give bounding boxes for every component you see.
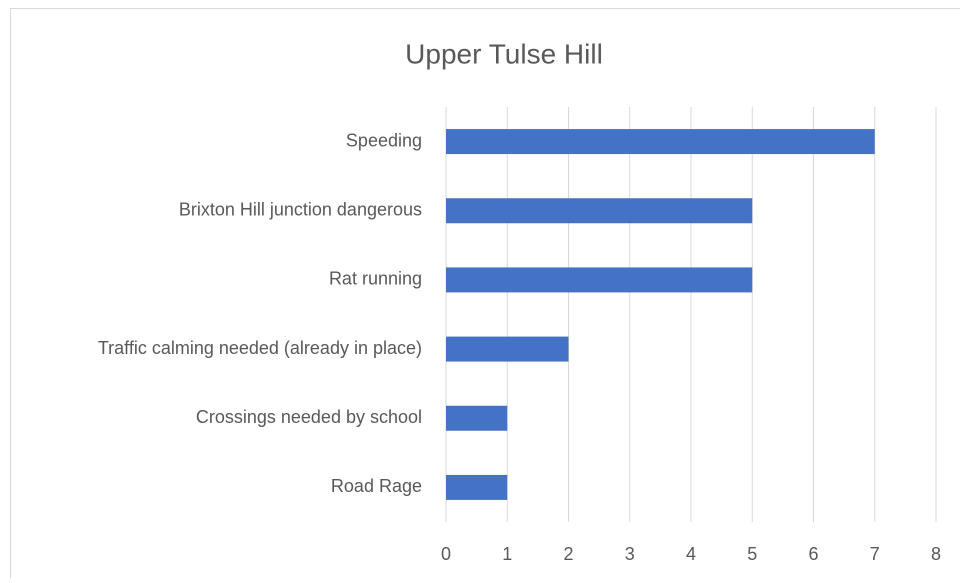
y-tick-label: Brixton Hill junction dangerous: [179, 200, 422, 220]
bar: [446, 129, 875, 154]
bar: [446, 475, 507, 500]
y-tick-label: Traffic calming needed (already in place…: [98, 338, 422, 358]
y-tick-label: Speeding: [346, 130, 422, 150]
x-tick-label: 0: [441, 544, 451, 564]
bar: [446, 337, 569, 362]
x-tick-label: 3: [625, 544, 635, 564]
x-tick-label: 7: [870, 544, 880, 564]
y-tick-label: Crossings needed by school: [196, 407, 422, 427]
chart-title: Upper Tulse Hill: [405, 38, 603, 69]
x-tick-label: 6: [808, 544, 818, 564]
bar: [446, 198, 752, 223]
y-tick-label: Rat running: [329, 269, 422, 289]
x-tick-label: 5: [747, 544, 757, 564]
bar: [446, 267, 752, 292]
x-tick-label: 4: [686, 544, 696, 564]
x-tick-label: 8: [931, 544, 941, 564]
x-tick-label: 2: [563, 544, 573, 564]
bar: [446, 406, 507, 431]
y-tick-label: Road Rage: [331, 476, 422, 496]
x-tick-label: 1: [502, 544, 512, 564]
